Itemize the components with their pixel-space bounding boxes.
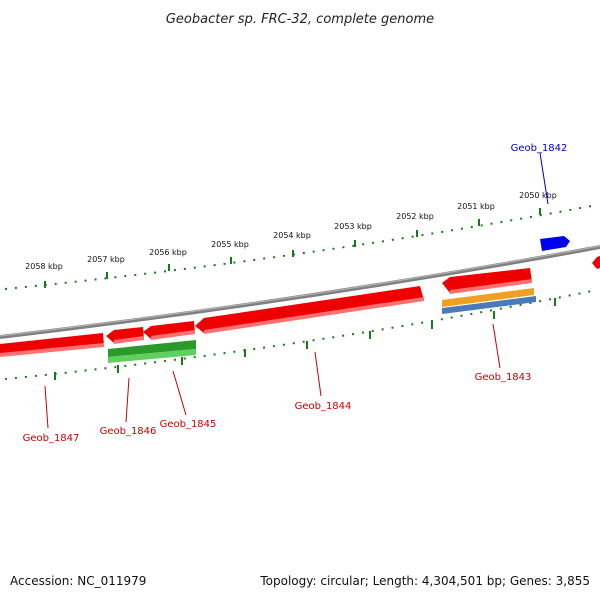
gene-arrow-geob-1847-shade	[0, 343, 104, 357]
genome-summary-footer: Topology: circular; Length: 4,304,501 bp…	[260, 574, 590, 588]
feature-bar-green-dark[interactable]	[108, 340, 196, 357]
leader-geob-1845	[172, 370, 187, 416]
tick-label-2058: 2058 kbp	[25, 262, 63, 271]
gene-label-geob-1845[interactable]: Geob_1845	[160, 419, 217, 430]
tick-label-2055: 2055 kbp	[211, 240, 249, 249]
gene-arrow-geob-1843-shade	[450, 279, 532, 294]
leader-geob-1844	[314, 351, 322, 397]
feature-bar-orange[interactable]	[442, 288, 534, 307]
gene-label-geob-1847[interactable]: Geob_1847	[23, 433, 80, 444]
tick-label-2057: 2057 kbp	[87, 255, 125, 264]
leader-geob-1846	[125, 377, 130, 423]
gene-label-geob-1846[interactable]: Geob_1846	[100, 426, 157, 437]
tick-label-2050: 2050 kbp	[519, 191, 557, 200]
tick-label-2053: 2053 kbp	[334, 222, 372, 231]
gene-arrow-geob-1844[interactable]	[195, 286, 424, 333]
tick-label-2051: 2051 kbp	[457, 202, 495, 211]
gene-arrow-geob-1843[interactable]	[442, 268, 532, 293]
tick-label-2056: 2056 kbp	[149, 248, 187, 257]
tick-label-2054: 2054 kbp	[273, 231, 311, 240]
genome-backbone	[0, 245, 600, 339]
leader-geob-1843	[492, 323, 501, 369]
gene-arrow-geob-1846-shade	[114, 336, 144, 344]
leader-geob-1847	[44, 385, 49, 429]
gene-label-geob-1844[interactable]: Geob_1844	[295, 401, 352, 412]
outer-major-ticks	[44, 208, 541, 288]
map-title: Geobacter sp. FRC-32, complete genome	[166, 12, 434, 27]
gene-label-geob-1843[interactable]: Geob_1843	[475, 372, 532, 383]
gene-arrow-geob-1847[interactable]	[0, 333, 104, 356]
genome-backbone-highlight	[0, 245, 600, 337]
inner-major-ticks	[54, 298, 556, 380]
gene-arrow-geob-1845-shade	[151, 330, 195, 340]
leader-geob-1842	[539, 152, 549, 205]
feature-bar-blue[interactable]	[442, 296, 536, 314]
gene-label-geob-1842[interactable]: Geob_1842	[511, 143, 568, 154]
gene-arrow-geob-1842[interactable]	[540, 236, 570, 251]
accession-footer: Accession: NC_011979	[10, 574, 147, 588]
feature-bar-green-light	[108, 349, 196, 363]
gene-arrow-geob-1844-shade	[204, 297, 424, 334]
tick-label-2052: 2052 kbp	[396, 212, 434, 221]
gene-arrow-partial-right[interactable]	[592, 256, 600, 269]
